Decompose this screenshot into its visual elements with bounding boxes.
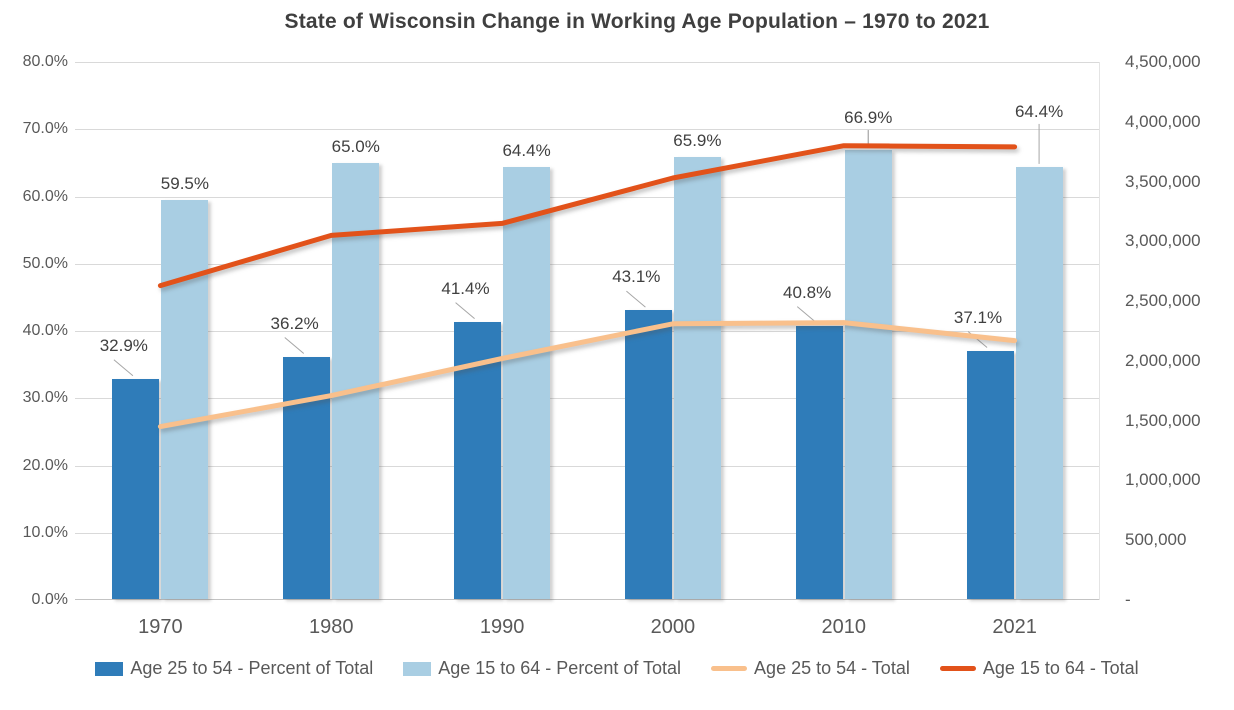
x-axis-label: 2010 bbox=[821, 616, 867, 638]
legend-label: Age 25 to 54 - Total bbox=[754, 658, 910, 678]
gridline bbox=[75, 398, 1100, 399]
right-axis-tick: 2,500,000 bbox=[1125, 291, 1201, 311]
legend-line-swatch bbox=[711, 666, 748, 671]
gridline bbox=[75, 62, 1100, 63]
x-axis-label: 1990 bbox=[479, 616, 525, 638]
gridline bbox=[75, 466, 1100, 467]
bar-age-25-to-54-percent-of-total bbox=[624, 310, 672, 599]
legend: Age 25 to 54 - Percent of Total Age 15 to… bbox=[0, 658, 1234, 679]
left-axis-tick: 60.0% bbox=[22, 187, 68, 205]
gridline bbox=[75, 533, 1100, 534]
bar-label: 64.4% bbox=[1012, 101, 1066, 121]
left-axis-tick: 0.0% bbox=[31, 591, 68, 608]
bar-label: 36.2% bbox=[270, 313, 319, 333]
bar-age-25-to-54-percent-of-total bbox=[795, 325, 843, 599]
gridline bbox=[75, 331, 1100, 332]
gridline bbox=[75, 264, 1100, 265]
legend-item: Age 15 to 64 - Percent of Total bbox=[403, 658, 681, 679]
bar-label: 37.1% bbox=[953, 307, 1003, 327]
bar-label: 64.4% bbox=[500, 140, 553, 160]
left-axis-tick: 80.0% bbox=[22, 53, 68, 70]
right-axis-tick: 4,000,000 bbox=[1125, 111, 1201, 131]
legend-square-swatch bbox=[95, 661, 124, 676]
bar-label: 43.1% bbox=[612, 267, 661, 287]
left-axis-tick: 70.0% bbox=[22, 120, 68, 138]
bar-age-15-to-64-percent-of-total bbox=[503, 166, 551, 599]
bar-age-15-to-64-percent-of-total bbox=[844, 150, 892, 599]
right-axis-tick: 1,000,000 bbox=[1125, 470, 1201, 490]
bar-age-15-to-64-percent-of-total bbox=[1015, 166, 1063, 599]
bar-label: 32.9% bbox=[99, 335, 148, 355]
legend-square-swatch bbox=[403, 661, 432, 676]
left-axis-tick: 20.0% bbox=[22, 456, 68, 474]
right-axis-tick: 3,500,000 bbox=[1125, 171, 1201, 191]
bar-label: 65.0% bbox=[329, 136, 382, 156]
line-series bbox=[113, 123, 1040, 430]
x-axis-label: 2000 bbox=[650, 616, 696, 638]
x-axis-label: 1980 bbox=[309, 616, 354, 638]
right-axis-tick: 2,000,000 bbox=[1125, 350, 1201, 370]
right-axis-tick: 4,500,000 bbox=[1125, 52, 1201, 71]
gridline bbox=[75, 599, 1100, 600]
chart-title: State of Wisconsin Change in Working Age… bbox=[284, 10, 990, 33]
right-axis-tick: 1,500,000 bbox=[1125, 410, 1201, 430]
legend-label: Age 25 to 54 - Percent of Total bbox=[130, 658, 374, 678]
bar-label: 66.9% bbox=[842, 108, 895, 128]
legend-item: Age 25 to 54 - Percent of Total bbox=[95, 658, 373, 679]
bar-label: 59.5% bbox=[158, 173, 212, 193]
bar-age-25-to-54-percent-of-total bbox=[966, 350, 1014, 599]
legend-item: Age 15 to 64 - Total bbox=[939, 658, 1139, 679]
gridline bbox=[75, 129, 1100, 130]
left-axis-tick: 50.0% bbox=[22, 254, 68, 272]
label-leader-line bbox=[455, 302, 475, 319]
legend-label: Age 15 to 64 - Total bbox=[982, 658, 1139, 678]
bar-age-15-to-64-percent-of-total bbox=[161, 199, 209, 599]
right-axis-tick: 3,000,000 bbox=[1125, 231, 1201, 251]
label-leader-line bbox=[113, 359, 134, 377]
left-axis-tick: 40.0% bbox=[22, 322, 68, 339]
bar-label: 41.4% bbox=[441, 278, 490, 298]
line-age-25-to-54-total bbox=[157, 320, 1018, 430]
line-age-15-to-64-total bbox=[157, 143, 1018, 289]
bar-age-15-to-64-percent-of-total bbox=[673, 156, 721, 599]
legend-line-swatch bbox=[939, 666, 976, 671]
left-axis-tick: 10.0% bbox=[22, 523, 68, 541]
bar-age-25-to-54-percent-of-total bbox=[112, 378, 160, 599]
plot-area bbox=[75, 62, 1100, 600]
label-leader-line bbox=[626, 290, 646, 308]
legend-label: Age 15 to 64 - Percent of Total bbox=[438, 658, 682, 678]
label-leader-line bbox=[284, 337, 305, 354]
gridline bbox=[75, 197, 1100, 198]
left-axis-tick: 30.0% bbox=[22, 389, 68, 407]
right-axis-tick: 500,000 bbox=[1125, 530, 1187, 550]
x-axis-label: 1970 bbox=[138, 616, 183, 638]
x-axis-label: 2021 bbox=[992, 616, 1037, 638]
right-axis-tick: - bbox=[1125, 590, 1131, 609]
legend-item: Age 25 to 54 - Total bbox=[711, 658, 910, 679]
plot-right-border bbox=[1099, 62, 1100, 600]
bar-label: 40.8% bbox=[783, 282, 832, 302]
label-leader-line bbox=[796, 306, 817, 324]
bar-label: 65.9% bbox=[671, 130, 724, 150]
